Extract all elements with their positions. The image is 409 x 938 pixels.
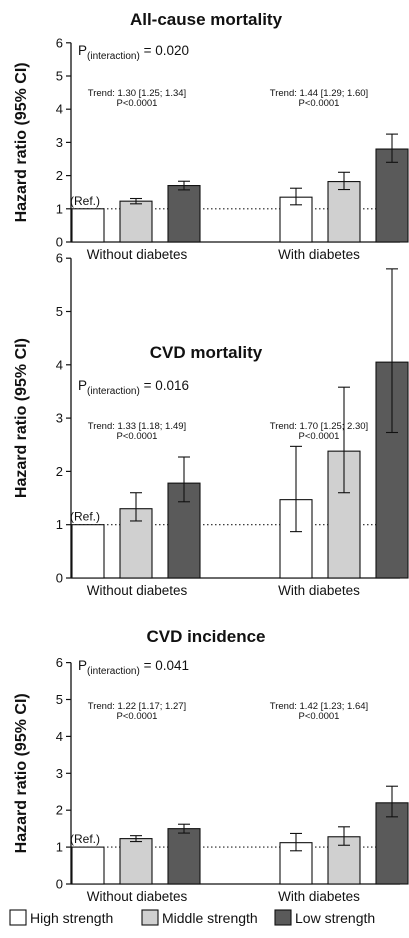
- p-interaction-prefix: P: [78, 658, 87, 673]
- x-category-label: With diabetes: [278, 889, 360, 904]
- reference-label: (Ref.): [70, 194, 100, 208]
- x-category-label: With diabetes: [278, 247, 360, 262]
- chart-title: CVD incidence: [146, 627, 265, 646]
- bar: [375, 148, 409, 243]
- p-interaction-subscript: (interaction): [87, 51, 140, 62]
- trend-p-value: P<0.0001: [299, 431, 340, 442]
- legend-label: High strength: [30, 910, 113, 926]
- chart-title: All-cause mortality: [130, 10, 283, 29]
- bar: [375, 802, 409, 885]
- legend: High strength Middle strength Low strength: [9, 909, 375, 926]
- trend-label: Trend: 1.22 [1.17; 1.27]: [88, 701, 186, 712]
- y-tick-label: 6: [56, 35, 63, 50]
- y-tick-label: 5: [56, 69, 63, 84]
- bar: [119, 200, 153, 243]
- y-tick-label: 4: [56, 102, 63, 117]
- trend-p-value: P<0.0001: [299, 98, 340, 109]
- x-category-label: Without diabetes: [87, 889, 188, 904]
- trend-p-value: P<0.0001: [117, 711, 158, 722]
- chart-panel-2: CVD mortality Hazard ratio (95% CI) 0 1 2 3 4 5…: [13, 251, 409, 598]
- bar: [327, 450, 361, 579]
- p-interaction-prefix: P: [78, 378, 87, 393]
- y-tick-label: 2: [56, 168, 63, 183]
- reference-label: (Ref.): [70, 832, 100, 846]
- bar: [327, 181, 361, 243]
- reference-label: (Ref.): [70, 510, 100, 524]
- y-tick-label: 2: [56, 464, 63, 479]
- chart-panel-3: CVD incidence Hazard ratio (95% CI) 0 1 2 3 4 5…: [13, 627, 409, 904]
- p-interaction-value: = 0.041: [140, 658, 189, 673]
- y-tick-label: 6: [56, 655, 63, 670]
- p-interaction-prefix: P: [78, 43, 87, 58]
- legend-swatch: [141, 909, 159, 926]
- y-tick-label: 1: [56, 517, 63, 532]
- y-tick-label: 3: [56, 411, 63, 426]
- bar: [71, 208, 105, 243]
- p-interaction-subscript: (interaction): [87, 666, 140, 677]
- chart-panel-1: All-cause mortality Hazard ratio (95% CI)…: [13, 10, 409, 262]
- trend-p-value: P<0.0001: [299, 711, 340, 722]
- trend-label: Trend: 1.70 [1.25; 2.30]: [270, 421, 368, 432]
- x-category-label: With diabetes: [278, 583, 360, 598]
- legend-label: Low strength: [295, 910, 375, 926]
- bar: [167, 828, 201, 885]
- y-tick-label: 2: [56, 803, 63, 818]
- p-interaction-value: = 0.020: [140, 43, 189, 58]
- y-tick-label: 0: [56, 235, 63, 250]
- y-tick-label: 5: [56, 692, 63, 707]
- p-interaction: P(interaction) = 0.041: [78, 658, 189, 677]
- bar: [71, 846, 105, 885]
- p-interaction: P(interaction) = 0.016: [78, 378, 189, 397]
- legend-swatch: [9, 909, 27, 926]
- trend-label: Trend: 1.33 [1.18; 1.49]: [88, 421, 186, 432]
- x-category-label: Without diabetes: [87, 247, 188, 262]
- x-category-label: Without diabetes: [87, 583, 188, 598]
- y-tick-label: 0: [56, 571, 63, 586]
- y-tick-label: 1: [56, 201, 63, 216]
- y-axis-label: Hazard ratio (95% CI): [13, 693, 30, 853]
- y-tick-label: 3: [56, 135, 63, 150]
- y-axis-label: Hazard ratio (95% CI): [13, 62, 30, 222]
- y-tick-label: 4: [56, 729, 63, 744]
- y-tick-label: 1: [56, 840, 63, 855]
- y-tick-label: 6: [56, 251, 63, 266]
- y-tick-label: 0: [56, 877, 63, 892]
- trend-p-value: P<0.0001: [117, 98, 158, 109]
- legend-swatch: [274, 909, 292, 926]
- trend-label: Trend: 1.30 [1.25; 1.34]: [88, 88, 186, 99]
- y-tick-label: 4: [56, 357, 63, 372]
- y-axis-label: Hazard ratio (95% CI): [13, 338, 30, 498]
- bar: [71, 524, 105, 579]
- legend-label: Middle strength: [162, 910, 258, 926]
- chart-title: CVD mortality: [150, 343, 263, 362]
- p-interaction-subscript: (interaction): [87, 386, 140, 397]
- bar: [167, 185, 201, 243]
- y-tick-label: 3: [56, 766, 63, 781]
- y-tick-label: 5: [56, 304, 63, 319]
- p-interaction: P(interaction) = 0.020: [78, 43, 189, 62]
- p-interaction-value: = 0.016: [140, 378, 189, 393]
- trend-p-value: P<0.0001: [117, 431, 158, 442]
- trend-label: Trend: 1.44 [1.29; 1.60]: [270, 88, 368, 99]
- bar: [119, 838, 153, 885]
- trend-label: Trend: 1.42 [1.23; 1.64]: [270, 701, 368, 712]
